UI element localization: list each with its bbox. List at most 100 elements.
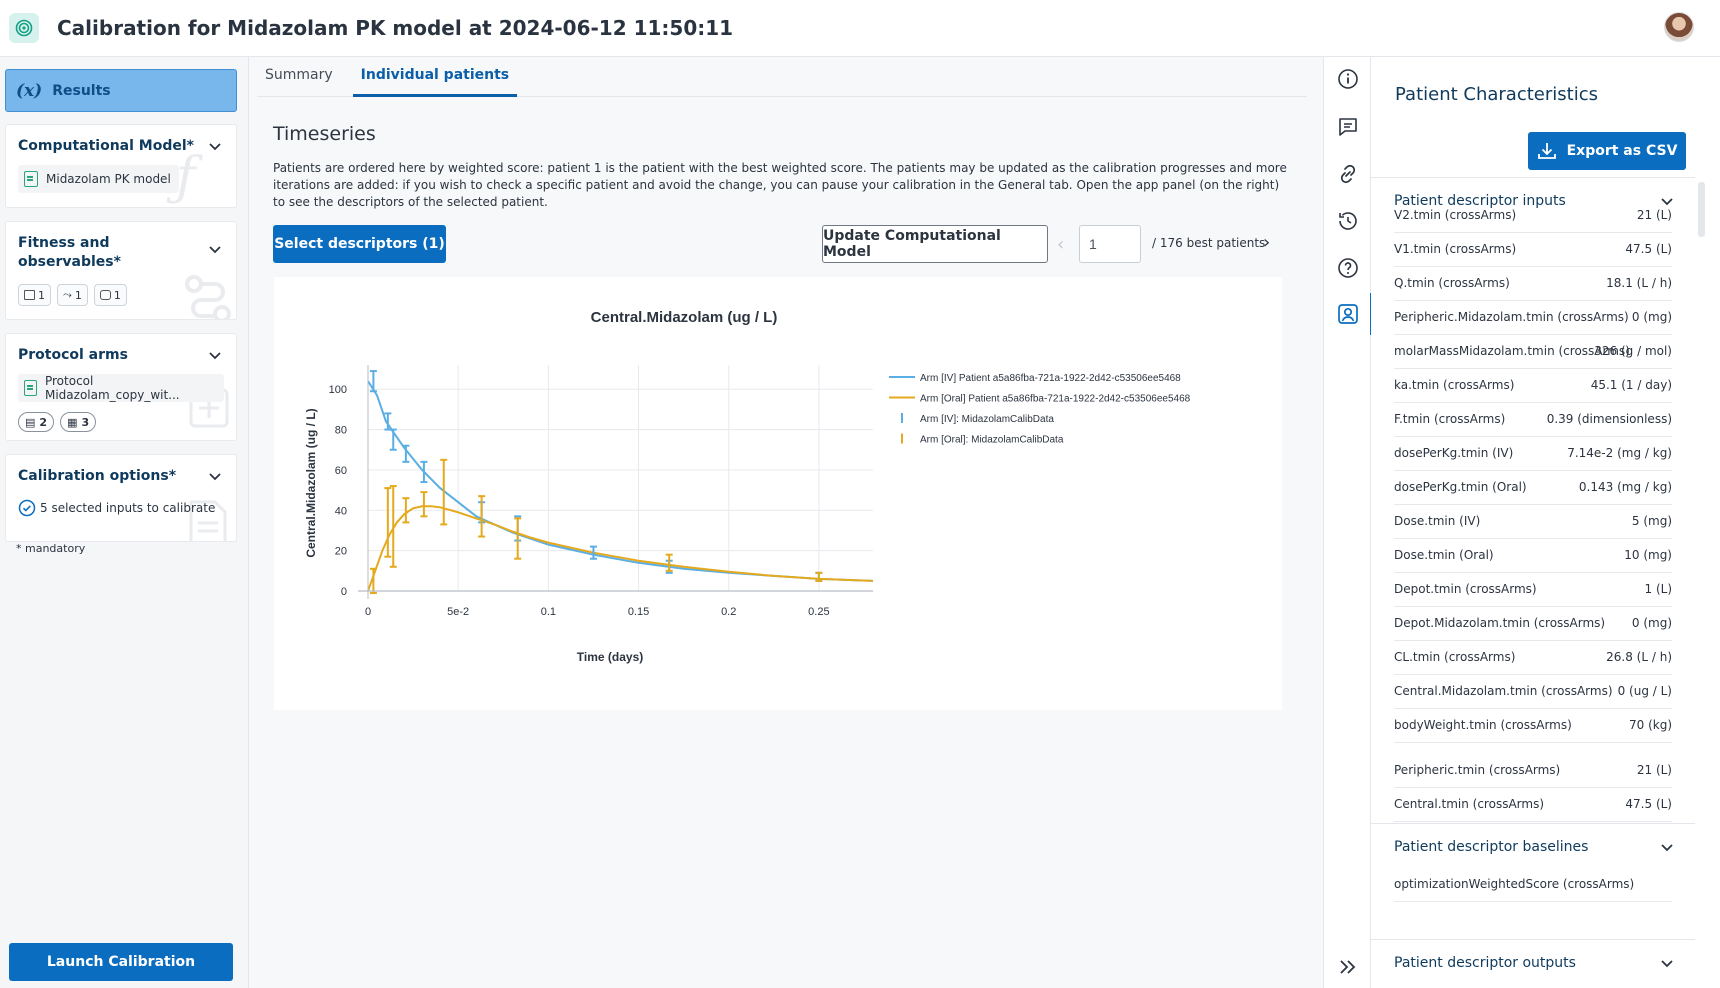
error-bar [369, 370, 377, 393]
patient-number-input[interactable] [1079, 225, 1141, 263]
variable-x-icon: (x) [16, 80, 43, 101]
tab-summary[interactable]: Summary [265, 67, 333, 83]
fitness-badges: 1 ⤳ 1 1 [18, 284, 127, 306]
chevron-down-icon[interactable] [1659, 955, 1675, 971]
table-icon: ▦ [67, 415, 78, 429]
history-icon[interactable] [1336, 209, 1360, 233]
chevron-down-icon[interactable] [206, 467, 224, 485]
launch-calibration-button[interactable]: Launch Calibration [9, 943, 233, 981]
timeseries-title: Timeseries [273, 123, 376, 145]
route-watermark-icon [185, 275, 231, 319]
descriptor-name: Q.tmin (crossArms) [1394, 276, 1510, 290]
error-bar [589, 545, 597, 560]
error-bar [514, 517, 522, 560]
help-icon[interactable] [1336, 256, 1360, 280]
descriptor-row: dosePerKg.tmin (Oral) 0.143 (mg / kg) [1394, 471, 1672, 505]
app-logo-icon[interactable] [9, 13, 39, 43]
descriptor-name: bodyWeight.tmin (crossArms) [1394, 718, 1572, 732]
descriptor-value: 26.8 (L / h) [1606, 650, 1672, 664]
y-tick-label: 100 [329, 384, 347, 396]
select-descriptors-button[interactable]: Select descriptors (1) [273, 225, 446, 263]
chevron-left-icon[interactable]: ‹ [1057, 234, 1065, 255]
chevron-down-icon[interactable] [206, 346, 224, 364]
descriptor-value: 21 (L) [1636, 763, 1672, 777]
protocol-item: Protocol Midazolam_copy_wit... [44, 374, 180, 402]
panel-title: Patient Characteristics [1395, 84, 1598, 105]
scrollbar[interactable] [1698, 182, 1705, 237]
error-bar [402, 497, 410, 524]
info-icon[interactable] [1336, 67, 1360, 91]
timeseries-description: Patients are ordered here by weighted sc… [273, 161, 1287, 209]
error-bar [420, 460, 428, 484]
x-tick-label: 5e-2 [447, 606, 469, 618]
descriptor-value: 1 (L) [1644, 582, 1673, 596]
descriptor-value: 0.39 (dimensionless) [1546, 412, 1672, 426]
error-bar [402, 444, 410, 463]
descriptor-value: 47.5 (L) [1625, 242, 1672, 256]
descriptor-value: 326 (g / mol) [1594, 344, 1672, 358]
chart-series [367, 370, 874, 595]
protocol-arms-title: Protocol arms [18, 347, 128, 363]
computational-model-title: Computational Model* [18, 138, 194, 154]
chevron-down-icon[interactable] [206, 137, 224, 155]
computational-model-card[interactable]: ƒ Computational Model* Midazolam PK mode… [5, 124, 237, 208]
descriptor-row: Depot.tmin (crossArms) 1 (L) [1394, 573, 1672, 607]
tab-individual-patients[interactable]: Individual patients [352, 57, 518, 97]
document-icon [24, 380, 37, 396]
legend-label: Arm [IV] Patient a5a86fba-721a-1922-2d42… [920, 373, 1181, 384]
outputs-section-header[interactable]: Patient descriptor outputs [1371, 939, 1695, 985]
y-tick-label: 60 [335, 465, 347, 477]
legend-label: Arm [Oral] Patient a5a86fba-721a-1922-2d… [920, 394, 1191, 405]
update-computational-model-button[interactable]: Update Computational Model [822, 225, 1048, 263]
y-tick-label: 20 [335, 546, 347, 558]
error-bar [389, 428, 397, 451]
descriptor-name: ka.tmin (crossArms) [1394, 378, 1515, 392]
comment-icon[interactable] [1336, 115, 1360, 139]
descriptor-value: 47.5 (L) [1625, 797, 1672, 811]
descriptor-row: Peripheric.Midazolam.tmin (crossArms) 0 (… [1394, 301, 1672, 335]
download-icon [1537, 143, 1556, 159]
main-content: Summary Individual patients Timeseries P… [249, 57, 1323, 988]
inputs-section-header[interactable]: Patient descriptor inputs [1371, 177, 1695, 223]
chevron-down-icon[interactable] [1659, 193, 1675, 209]
descriptor-name: molarMassMidazolam.tmin (crossArms) [1394, 344, 1630, 358]
x-tick-label: 0.25 [808, 606, 829, 618]
export-csv-button[interactable]: Export as CSV [1528, 132, 1686, 170]
x-axis-label: Time (days) [577, 650, 643, 664]
descriptor-value: 7.14e-2 (mg / kg) [1567, 446, 1672, 460]
chevron-right-icon[interactable]: › [1263, 232, 1271, 253]
error-bar [478, 495, 486, 538]
computational-model-item: Midazolam PK model [46, 172, 171, 186]
y-tick-label: 40 [335, 505, 347, 517]
results-button[interactable]: (x) Results [5, 69, 237, 112]
page-title: Calibration for Midazolam PK model at 20… [57, 16, 734, 40]
descriptor-row: molarMassMidazolam.tmin (crossArms) 326 (… [1394, 335, 1672, 369]
descriptor-row: Dose.tmin (IV) 5 (mg) [1394, 505, 1672, 539]
descriptor-row: dosePerKg.tmin (IV) 7.14e-2 (mg / kg) [1394, 437, 1672, 471]
baselines-section-header[interactable]: Patient descriptor baselines [1371, 823, 1695, 869]
patient-icon[interactable] [1336, 302, 1360, 326]
descriptor-value: 0.143 (mg / kg) [1578, 480, 1672, 494]
chart-axes: 0 5e-2 0.1 0.15 0.2 0.25 0 20 40 60 80 100 [329, 365, 873, 618]
link-icon[interactable] [1336, 162, 1360, 186]
table-badge: 1 [18, 284, 51, 306]
descriptor-name: Central.Midazolam.tmin (crossArms) [1394, 684, 1613, 698]
avatar[interactable] [1664, 12, 1694, 42]
x-tick-label: 0.15 [628, 606, 649, 618]
chevron-down-icon[interactable] [1659, 839, 1675, 855]
descriptor-value: 18.1 (L / h) [1606, 276, 1672, 290]
chevron-down-icon[interactable] [206, 240, 224, 258]
calibration-options-card[interactable]: Calibration options* 5 selected inputs t… [5, 454, 237, 542]
document-icon [24, 171, 38, 187]
check-circle-icon [18, 499, 36, 517]
descriptor-name: Central.tmin (crossArms) [1394, 797, 1545, 811]
protocol-arms-card[interactable]: Protocol arms Protocol Midazolam_copy_wi… [5, 333, 237, 441]
y-tick-label: 80 [335, 425, 347, 437]
computational-model-chip[interactable]: Midazolam PK model [18, 165, 179, 193]
protocol-chip[interactable]: Protocol Midazolam_copy_wit... [18, 374, 224, 402]
double-chevron-right-icon[interactable] [1336, 955, 1360, 979]
fitness-card[interactable]: Fitness and observables* 1 ⤳ 1 1 [5, 221, 237, 320]
function-watermark-icon: ƒ [176, 147, 196, 207]
series-line [367, 505, 874, 592]
descriptor-name: Depot.tmin (crossArms) [1394, 582, 1537, 596]
